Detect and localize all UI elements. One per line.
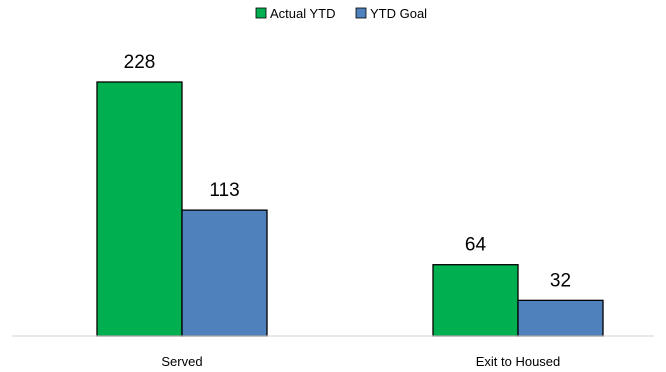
legend-label-2: YTD Goal: [370, 6, 427, 21]
legend-label-1: Actual YTD: [270, 6, 336, 21]
bars: [96, 81, 604, 337]
x-tick-label-1: Exit to Housed: [476, 354, 561, 369]
bar-1-0: [432, 264, 519, 337]
data-label-0-1: 113: [209, 180, 239, 201]
data-label-1-0: 64: [465, 235, 487, 256]
legend: Actual YTD YTD Goal: [255, 6, 427, 21]
bar-1-1: [517, 299, 604, 337]
x-tick-labels: Served Exit to Housed: [161, 354, 560, 369]
legend-swatch-2: [355, 7, 367, 19]
legend-swatch-1: [255, 7, 267, 19]
bar-0-1: [181, 209, 268, 337]
x-tick-label-0: Served: [161, 354, 202, 369]
data-label-0-0: 228: [124, 52, 156, 73]
data-labels: 228 113 64 32: [124, 52, 571, 291]
data-label-1-1: 32: [550, 270, 571, 291]
bar-0-0: [96, 81, 183, 337]
